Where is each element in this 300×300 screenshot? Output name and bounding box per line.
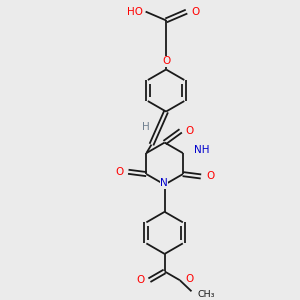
Text: HO: HO xyxy=(127,7,143,16)
Text: O: O xyxy=(191,7,199,16)
Text: O: O xyxy=(136,275,144,285)
Text: H: H xyxy=(142,122,149,132)
Text: O: O xyxy=(185,274,193,284)
Text: N: N xyxy=(160,178,168,188)
Text: O: O xyxy=(162,56,170,66)
Text: O: O xyxy=(206,172,214,182)
Text: O: O xyxy=(115,167,123,177)
Text: CH₃: CH₃ xyxy=(198,290,215,299)
Text: NH: NH xyxy=(194,145,209,154)
Text: O: O xyxy=(186,126,194,136)
